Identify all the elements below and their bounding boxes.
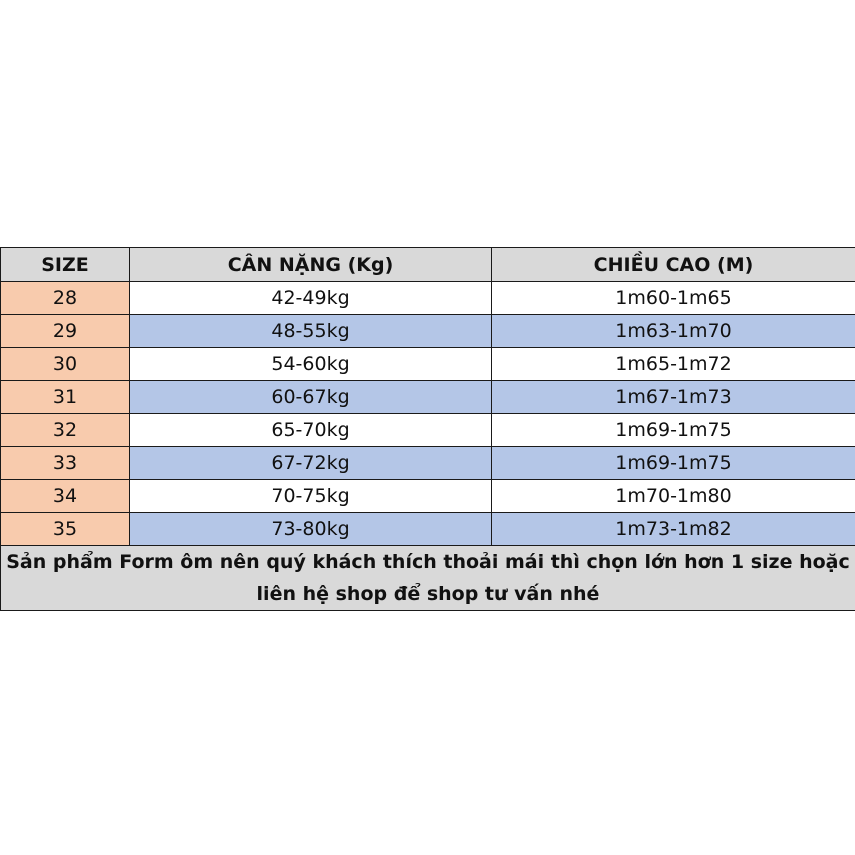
- size-cell: 29: [0, 314, 130, 348]
- height-cell: 1m73-1m82: [491, 512, 855, 546]
- note-text: Sản phẩm Form ôm nên quý khách thích tho…: [0, 545, 855, 611]
- table-row: 35 73-80kg 1m73-1m82: [0, 512, 855, 546]
- height-cell: 1m70-1m80: [491, 479, 855, 513]
- table-row: 34 70-75kg 1m70-1m80: [0, 479, 855, 513]
- size-cell: 28: [0, 281, 130, 315]
- header-row: SIZE CÂN NẶNG (Kg) CHIỀU CAO (M): [0, 247, 855, 282]
- table-row: 31 60-67kg 1m67-1m73: [0, 380, 855, 414]
- table-row: 28 42-49kg 1m60-1m65: [0, 281, 855, 315]
- height-cell: 1m69-1m75: [491, 446, 855, 480]
- size-cell: 35: [0, 512, 130, 546]
- size-cell: 34: [0, 479, 130, 513]
- header-size: SIZE: [0, 247, 130, 282]
- table-row: 33 67-72kg 1m69-1m75: [0, 446, 855, 480]
- height-cell: 1m60-1m65: [491, 281, 855, 315]
- weight-cell: 67-72kg: [129, 446, 492, 480]
- size-cell: 32: [0, 413, 130, 447]
- table-row: 32 65-70kg 1m69-1m75: [0, 413, 855, 447]
- weight-cell: 70-75kg: [129, 479, 492, 513]
- size-cell: 30: [0, 347, 130, 381]
- table-row: 30 54-60kg 1m65-1m72: [0, 347, 855, 381]
- table-row: 29 48-55kg 1m63-1m70: [0, 314, 855, 348]
- height-cell: 1m67-1m73: [491, 380, 855, 414]
- weight-cell: 54-60kg: [129, 347, 492, 381]
- weight-cell: 60-67kg: [129, 380, 492, 414]
- weight-cell: 48-55kg: [129, 314, 492, 348]
- height-cell: 1m63-1m70: [491, 314, 855, 348]
- header-height: CHIỀU CAO (M): [491, 247, 855, 282]
- header-weight: CÂN NẶNG (Kg): [129, 247, 492, 282]
- size-cell: 31: [0, 380, 130, 414]
- height-cell: 1m69-1m75: [491, 413, 855, 447]
- weight-cell: 73-80kg: [129, 512, 492, 546]
- size-cell: 33: [0, 446, 130, 480]
- size-chart-table: SIZE CÂN NẶNG (Kg) CHIỀU CAO (M) 28 42-49…: [0, 247, 855, 611]
- note-row: Sản phẩm Form ôm nên quý khách thích tho…: [0, 545, 855, 611]
- weight-cell: 65-70kg: [129, 413, 492, 447]
- weight-cell: 42-49kg: [129, 281, 492, 315]
- height-cell: 1m65-1m72: [491, 347, 855, 381]
